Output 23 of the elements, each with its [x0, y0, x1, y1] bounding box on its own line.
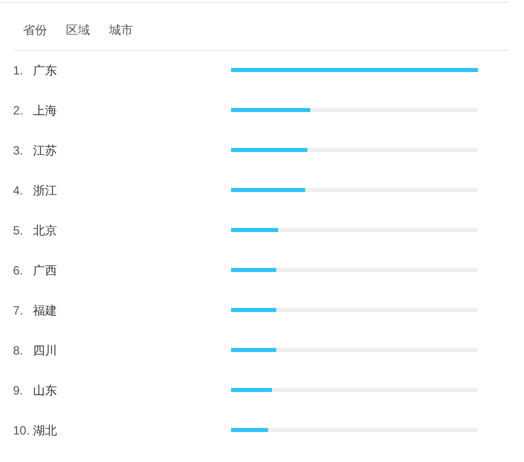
- tab-label: 省份: [23, 23, 47, 37]
- category-label: 福建: [33, 304, 57, 318]
- rank-label: 3.: [13, 144, 24, 158]
- category-label: 广西: [33, 264, 57, 278]
- rank-label: 2.: [13, 104, 24, 118]
- rank-label: 7.: [13, 304, 24, 318]
- rank-label: 5.: [13, 224, 24, 238]
- category-label: 江苏: [33, 144, 57, 158]
- tab-label: 城市: [109, 23, 133, 37]
- category-label: 北京: [33, 224, 57, 238]
- rank-label: 8.: [13, 344, 24, 358]
- category-label: 浙江: [33, 184, 57, 198]
- category-label: 山东: [33, 384, 57, 398]
- category-label: 湖北: [33, 424, 57, 438]
- rank-label: 6.: [13, 264, 24, 278]
- rank-label: 9.: [13, 384, 24, 398]
- category-label: 四川: [33, 344, 57, 358]
- category-label: 广东: [33, 64, 57, 78]
- category-label: 上海: [33, 104, 57, 118]
- rank-label: 1.: [13, 64, 24, 78]
- tab-label: 区域: [66, 23, 90, 37]
- rank-label: 4.: [13, 184, 24, 198]
- rank-label: 10.: [13, 424, 30, 438]
